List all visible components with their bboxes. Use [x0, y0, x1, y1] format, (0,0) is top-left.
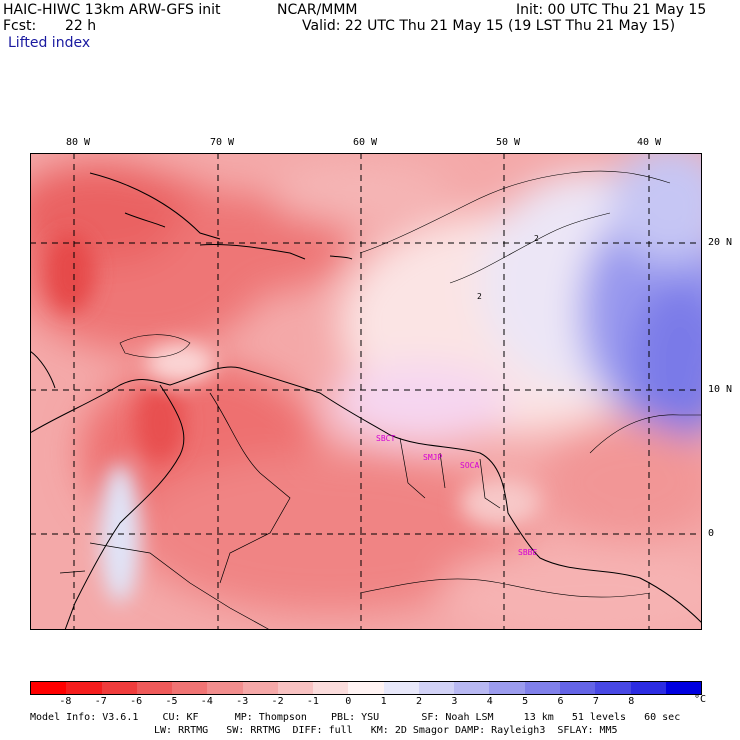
colorbar-swatch: [172, 682, 208, 694]
colorbar-swatch: [559, 682, 596, 694]
colorbar-swatch: [313, 682, 349, 694]
lon-label-50w: 50 W: [496, 137, 521, 148]
colorbar-tick-label: -3: [236, 696, 249, 707]
contour-south: [359, 578, 651, 598]
colorbar-tick-label: 8: [628, 696, 635, 707]
fcst-label: Fcst:: [3, 18, 37, 34]
colorbar-tick-label: 7: [592, 696, 599, 707]
coast-cuba: [89, 172, 221, 240]
station-labels: SBCT SMJP SOCA SBBE: [376, 434, 537, 557]
lon-label-80w: 80 W: [66, 137, 91, 148]
graticule: [30, 153, 702, 630]
colorbar-swatch: [31, 682, 67, 694]
colorbar-tick-label: -1: [306, 696, 319, 707]
border-col-ven: [209, 392, 291, 584]
colorbar-swatch: [348, 682, 384, 694]
colorbar-unit: °C: [694, 694, 707, 705]
map-frame: [30, 153, 702, 630]
colorbar-swatch: [101, 682, 137, 694]
colorbar-swatch: [136, 682, 173, 694]
colorbar-swatch: [383, 682, 419, 694]
zero-contours: [119, 170, 702, 598]
coast-central-america: [30, 350, 56, 389]
colorbar-tick-label: 0: [345, 696, 352, 707]
colorbar-swatch: [665, 682, 702, 694]
colorbar: [30, 681, 702, 695]
colorbar-ticks: -8 -7 -6 -5 -4 -3 -2 -1 0 1 2 3 4 5 6 7 8: [30, 696, 702, 708]
coast-south-america: [30, 366, 702, 624]
colorbar-tick-label: 4: [486, 696, 493, 707]
contour-label: 2: [477, 292, 482, 301]
colorbar-tick-label: -2: [271, 696, 284, 707]
colorbar-swatch: [524, 682, 560, 694]
colorbar-swatch: [630, 682, 666, 694]
colorbar-swatch: [66, 682, 102, 694]
border-suriname-fg: [439, 452, 446, 489]
coastlines: [30, 172, 702, 630]
lat-label-10n: 10 N: [708, 384, 733, 395]
field-name: Lifted index: [8, 35, 91, 51]
lon-label-40w: 40 W: [637, 137, 662, 148]
borders: [59, 392, 501, 630]
station-sbct: SBCT: [376, 434, 395, 443]
colorbar-swatch: [207, 682, 243, 694]
lon-label-60w: 60 W: [353, 137, 378, 148]
border-col-peru: [89, 542, 271, 630]
colorbar-swatch: [277, 682, 314, 694]
init-time: Init: 00 UTC Thu 21 May 15: [516, 2, 707, 18]
model-title: HAIC-HIWC 13km ARW-GFS init: [3, 2, 221, 18]
colorbar-swatch: [595, 682, 631, 694]
field-shading: [30, 153, 702, 630]
border-ecuador: [59, 570, 86, 574]
field-detail: [45, 233, 540, 603]
station-sbbe: SBBE: [518, 548, 537, 557]
valid-time: Valid: 22 UTC Thu 21 May 15 (19 LST Thu …: [302, 18, 676, 34]
colorbar-tick-label: -5: [165, 696, 178, 707]
contour-loop: [119, 334, 191, 358]
coast-puerto-rico: [329, 255, 353, 260]
contour-east: [589, 414, 702, 454]
contour-mid: [449, 212, 611, 284]
colorbar-tick-label: 3: [451, 696, 458, 707]
colorbar-swatch: [242, 682, 278, 694]
lat-label-20n: 20 N: [708, 237, 733, 248]
colorbar-swatch: [418, 682, 455, 694]
fcst-value: 22 h: [65, 18, 97, 34]
model-info-line1: Model Info: V3.6.1 CU: KF MP: Thompson P…: [30, 712, 681, 723]
lon-label-70w: 70 W: [210, 137, 235, 148]
border-guyana-suriname: [399, 437, 426, 499]
contour-north: [359, 170, 671, 254]
coast-andes-divide: [64, 384, 185, 630]
lifted-index-map: 2 2 SBCT SMJP SOCA SBBE: [30, 153, 702, 630]
lat-label-0: 0: [708, 528, 715, 539]
colorbar-swatch: [454, 682, 490, 694]
station-smjp: SMJP: [423, 453, 442, 462]
colorbar-tick-label: 1: [380, 696, 387, 707]
colorbar-tick-label: -8: [59, 696, 72, 707]
colorbar-tick-label: -7: [94, 696, 107, 707]
border-fg-brazil: [479, 458, 501, 509]
contour-label: 2: [534, 234, 539, 243]
station-soca: SOCA: [460, 461, 479, 470]
colorbar-tick-label: 2: [416, 696, 423, 707]
org-label: NCAR/MMM: [277, 2, 358, 18]
coast-hispaniola: [199, 244, 306, 260]
colorbar-swatch: [489, 682, 525, 694]
colorbar-tick-label: -4: [200, 696, 213, 707]
colorbar-tick-label: 6: [557, 696, 564, 707]
colorbar-tick-label: -6: [130, 696, 143, 707]
colorbar-tick-label: 5: [522, 696, 529, 707]
coast-jamaica: [124, 212, 166, 228]
map-canvas: 2 2 SBCT SMJP SOCA SBBE: [30, 153, 702, 630]
model-info-line2: LW: RRTMG SW: RRTMG DIFF: full KM: 2D Sm…: [154, 725, 618, 736]
